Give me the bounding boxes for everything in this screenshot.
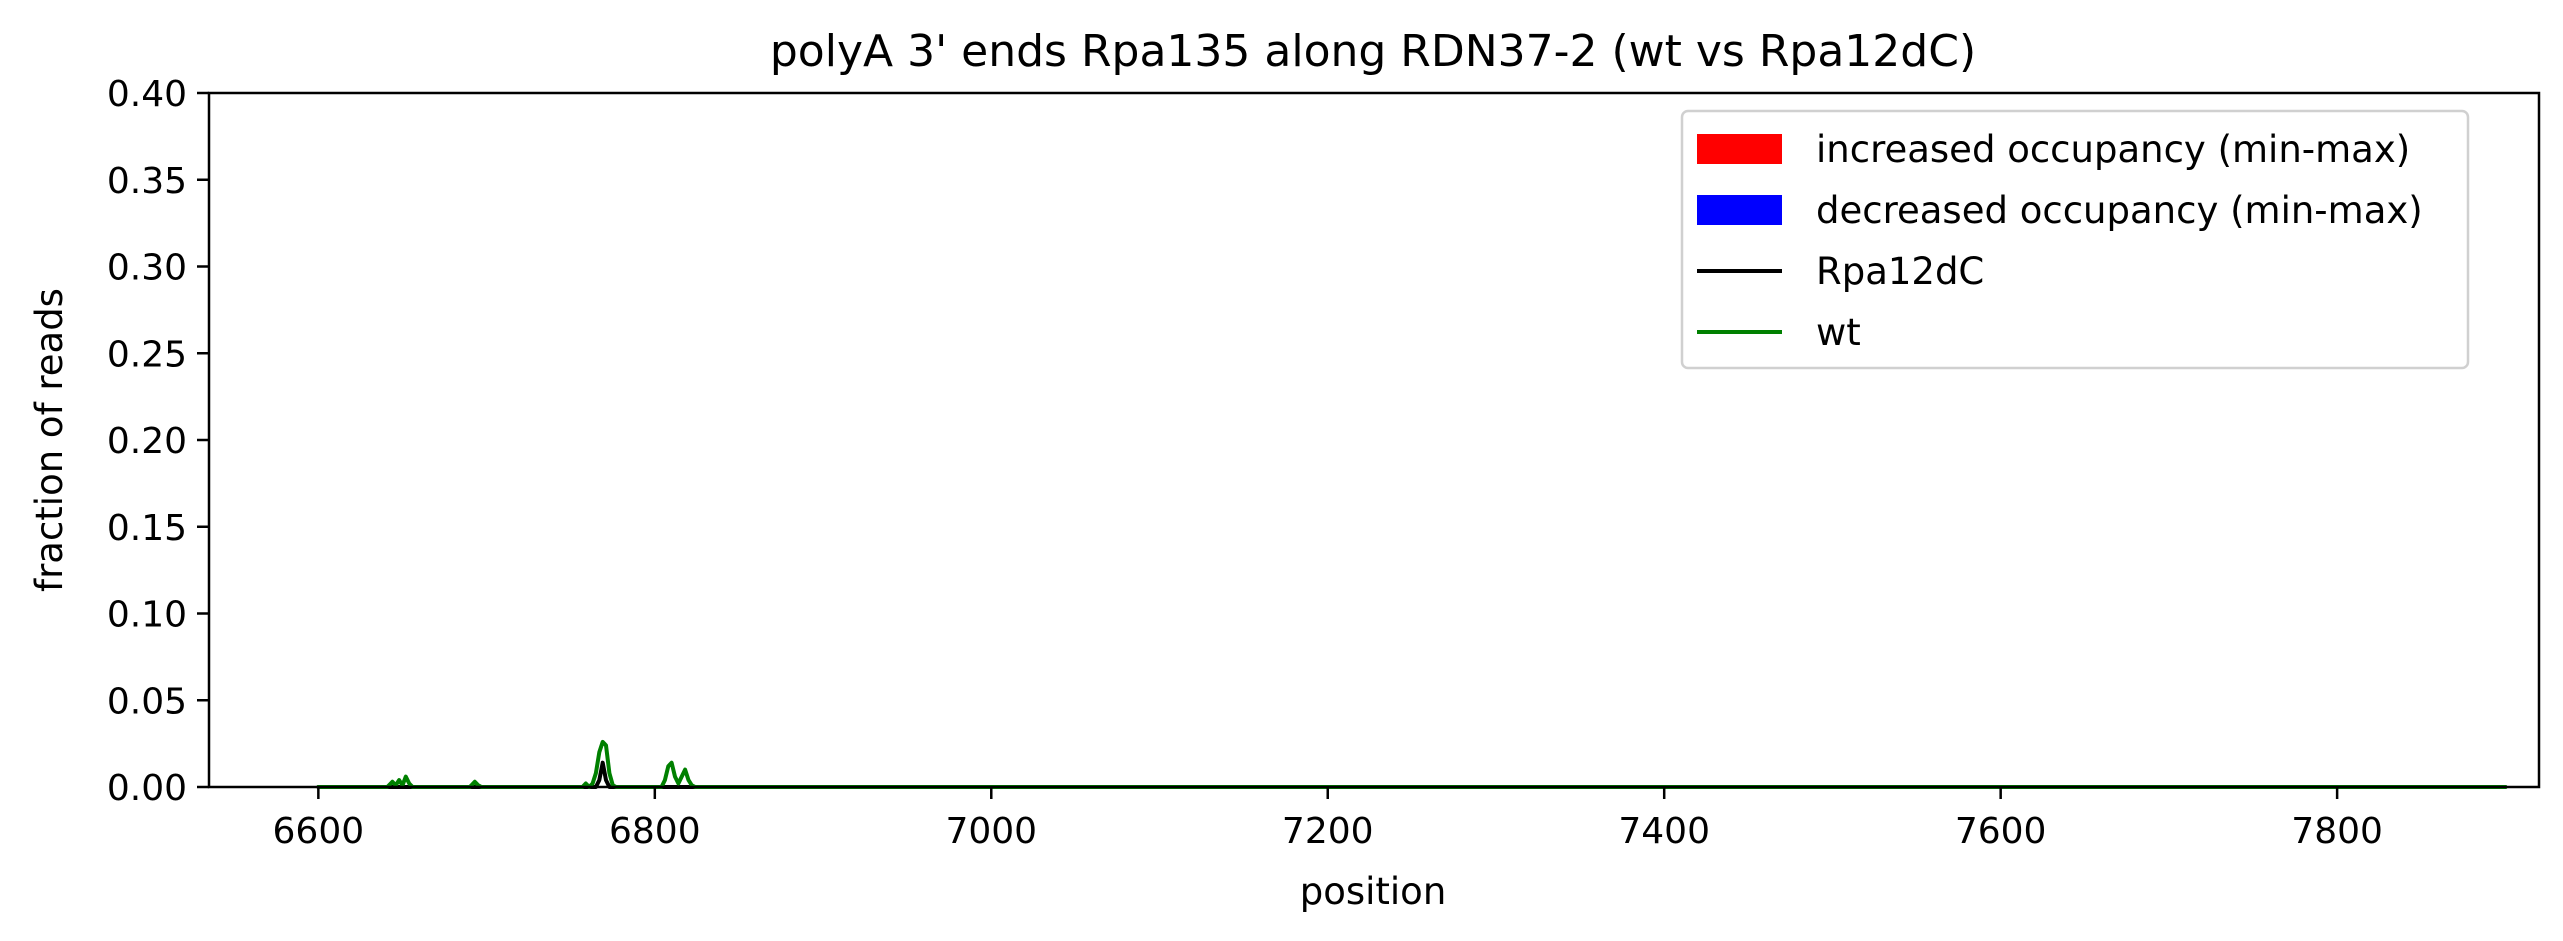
x-tick-label: 6600: [273, 811, 365, 852]
legend-label: increased occupancy (min-max): [1816, 128, 2410, 171]
legend-label: decreased occupancy (min-max): [1816, 189, 2423, 232]
legend-swatch: [1697, 195, 1782, 225]
y-tick-label: 0.35: [107, 161, 187, 202]
series-line-wt: [316, 739, 2508, 789]
y-tick-label: 0.25: [107, 334, 187, 375]
legend: increased occupancy (min-max) decreased o…: [1680, 109, 2470, 370]
x-tick-label: 6800: [609, 811, 701, 852]
y-tick-label: 0.00: [107, 768, 187, 809]
x-tick-label: 7800: [2291, 811, 2383, 852]
legend-label: Rpa12dC: [1816, 250, 1984, 293]
y-axis: 0.00 0.05 0.10 0.15 0.20 0.25 0.30 0.35 0.40: [107, 74, 209, 809]
x-axis: 6600 6800 7000 7200 7400 7600 7800: [273, 787, 2383, 852]
x-tick-label: 7400: [1618, 811, 1710, 852]
legend-frame: [1680, 109, 2470, 370]
x-axis-label: position: [1300, 870, 1447, 913]
y-tick-label: 0.30: [107, 248, 187, 289]
y-tick-label: 0.05: [107, 681, 187, 722]
x-tick-label: 7600: [1955, 811, 2047, 852]
series-line-rpa12dc: [316, 760, 2508, 789]
y-tick-label: 0.15: [107, 508, 187, 549]
y-tick-label: 0.20: [107, 421, 187, 462]
y-axis-label: fraction of reads: [28, 288, 71, 592]
y-tick-label: 0.10: [107, 595, 187, 636]
legend-swatch: [1697, 134, 1782, 164]
legend-label: wt: [1816, 311, 1861, 354]
chart-title: polyA 3' ends Rpa135 along RDN37-2 (wt v…: [770, 26, 1976, 77]
x-tick-label: 7200: [1282, 811, 1374, 852]
y-tick-label: 0.40: [107, 74, 187, 115]
series-layer: [316, 739, 2508, 789]
x-tick-label: 7000: [945, 811, 1037, 852]
